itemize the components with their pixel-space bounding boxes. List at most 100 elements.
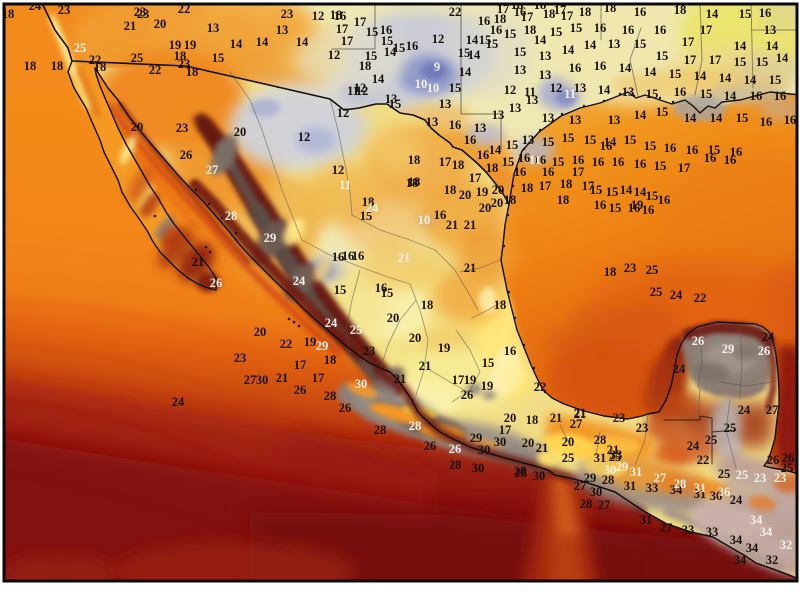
svg-text:14: 14 (776, 51, 789, 65)
svg-text:27: 27 (206, 163, 219, 177)
svg-text:15: 15 (482, 356, 495, 370)
svg-text:15: 15 (449, 81, 462, 95)
svg-text:26: 26 (339, 401, 352, 415)
svg-text:12: 12 (356, 84, 369, 98)
svg-text:20: 20 (491, 196, 504, 210)
svg-text:28: 28 (225, 209, 238, 223)
svg-text:10: 10 (415, 77, 428, 91)
svg-text:16: 16 (594, 198, 607, 212)
svg-text:15: 15 (366, 25, 379, 39)
svg-text:24: 24 (670, 288, 683, 302)
svg-text:28: 28 (449, 458, 462, 472)
svg-text:15: 15 (365, 49, 378, 63)
svg-text:12: 12 (328, 48, 341, 62)
svg-text:21: 21 (574, 407, 587, 421)
svg-text:14: 14 (706, 7, 719, 21)
svg-text:21: 21 (394, 372, 407, 386)
svg-text:25: 25 (74, 41, 87, 55)
svg-text:18: 18 (406, 176, 419, 190)
svg-text:27: 27 (598, 498, 611, 512)
svg-text:29: 29 (584, 471, 597, 485)
svg-text:24: 24 (366, 201, 379, 215)
svg-text:15: 15 (654, 159, 667, 173)
svg-text:16: 16 (594, 59, 607, 73)
svg-text:25: 25 (350, 323, 363, 337)
svg-text:14: 14 (734, 39, 747, 53)
svg-text:14: 14 (634, 185, 647, 199)
svg-text:13: 13 (539, 68, 552, 82)
svg-text:28: 28 (374, 423, 387, 437)
svg-text:15: 15 (393, 41, 406, 55)
svg-text:20: 20 (131, 120, 144, 134)
svg-text:17: 17 (521, 10, 534, 24)
svg-text:21: 21 (464, 218, 477, 232)
svg-text:18: 18 (674, 3, 687, 17)
svg-text:17: 17 (682, 35, 695, 49)
svg-text:11: 11 (339, 178, 351, 192)
svg-text:16: 16 (464, 133, 477, 147)
svg-text:22: 22 (534, 380, 547, 394)
svg-text:23: 23 (134, 5, 147, 19)
svg-text:14: 14 (694, 69, 707, 83)
svg-text:15: 15 (334, 283, 347, 297)
svg-text:12: 12 (337, 106, 350, 120)
svg-text:28: 28 (594, 433, 607, 447)
svg-text:15: 15 (624, 133, 637, 147)
svg-text:30: 30 (604, 463, 617, 477)
svg-text:18: 18 (521, 181, 534, 195)
svg-text:13: 13 (608, 37, 621, 51)
svg-text:16: 16 (514, 165, 527, 179)
svg-text:22: 22 (149, 63, 162, 77)
svg-text:12: 12 (332, 163, 345, 177)
svg-text:29: 29 (616, 460, 629, 474)
svg-text:16: 16 (654, 23, 667, 37)
svg-text:21: 21 (398, 251, 411, 265)
svg-text:19: 19 (464, 373, 477, 387)
svg-text:34: 34 (746, 541, 759, 555)
svg-text:14: 14 (719, 71, 732, 85)
svg-text:16: 16 (704, 151, 717, 165)
svg-text:16: 16 (375, 281, 388, 295)
svg-text:21: 21 (419, 359, 432, 373)
svg-text:24: 24 (325, 316, 338, 330)
svg-text:16: 16 (352, 249, 365, 263)
svg-text:28: 28 (409, 419, 422, 433)
svg-text:26: 26 (180, 148, 193, 162)
svg-text:16: 16 (674, 85, 687, 99)
svg-text:18: 18 (579, 5, 592, 19)
svg-text:20: 20 (522, 436, 535, 450)
svg-text:27: 27 (570, 417, 583, 431)
svg-text:23: 23 (624, 261, 637, 275)
svg-text:24: 24 (673, 362, 686, 376)
svg-text:15: 15 (646, 87, 659, 101)
svg-text:21: 21 (574, 406, 587, 420)
svg-text:16: 16 (334, 9, 347, 23)
svg-text:18: 18 (604, 1, 617, 15)
svg-text:17: 17 (582, 179, 595, 193)
svg-text:15: 15 (634, 37, 647, 51)
svg-text:11: 11 (564, 87, 576, 101)
svg-text:14: 14 (468, 48, 481, 62)
svg-text:17: 17 (497, 2, 510, 16)
svg-text:18: 18 (444, 183, 457, 197)
svg-text:18: 18 (524, 23, 537, 37)
svg-text:16: 16 (628, 201, 641, 215)
svg-text:15: 15 (486, 37, 499, 51)
svg-text:34: 34 (760, 525, 773, 539)
svg-text:15: 15 (656, 105, 669, 119)
svg-text:15: 15 (739, 7, 752, 21)
svg-text:18: 18 (324, 353, 337, 367)
svg-text:18: 18 (560, 177, 573, 191)
svg-text:16: 16 (478, 14, 491, 28)
svg-text:17: 17 (561, 9, 574, 23)
svg-text:16: 16 (784, 113, 797, 127)
svg-text:15: 15 (514, 45, 527, 59)
svg-text:16: 16 (642, 203, 655, 217)
svg-text:24: 24 (738, 403, 751, 417)
svg-text:19: 19 (184, 38, 197, 52)
svg-text:30: 30 (494, 435, 507, 449)
svg-text:30: 30 (590, 485, 603, 499)
svg-text:13: 13 (426, 115, 439, 129)
svg-text:10: 10 (418, 213, 431, 227)
svg-text:28: 28 (674, 477, 687, 491)
